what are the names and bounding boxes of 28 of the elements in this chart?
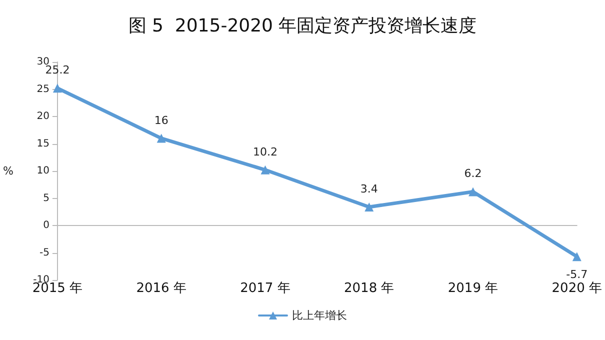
point	[572, 252, 582, 262]
y-tick-label: 15	[36, 138, 50, 150]
y-tick-label: -5	[39, 247, 50, 258]
data-label: 16	[154, 114, 168, 127]
x-tick-label: 2020 年	[552, 281, 602, 296]
y-tick-label: 0	[43, 220, 50, 231]
point	[260, 165, 270, 174]
y-axis-title: %	[3, 164, 14, 178]
y-tick-label: 25	[36, 84, 50, 95]
y-tick-label: 10	[36, 166, 50, 176]
x-tick-label: 2016 年	[136, 281, 186, 296]
data-label: 6.2	[464, 167, 482, 180]
chart-title: 图 5 2015-2020 年固定资产投资增长速度	[128, 16, 477, 36]
data-label: -5.7	[566, 268, 588, 282]
y-tick-label: 20	[36, 111, 50, 122]
point	[364, 202, 374, 212]
point	[156, 134, 166, 143]
x-tick-label: 2017 年	[240, 281, 290, 296]
data-label: 3.4	[360, 182, 378, 196]
point	[52, 84, 62, 93]
point	[468, 187, 478, 196]
x-tick-label: 2019 年	[448, 281, 498, 296]
y-tick-label: 5	[43, 192, 50, 204]
data-label: 10.2	[252, 145, 278, 158]
legend-label: 比上年增长	[292, 309, 347, 322]
x-tick-label: 2018 年	[344, 281, 394, 296]
x-tick-label: 2015 年	[32, 281, 83, 296]
data-label: 25.2	[45, 64, 70, 77]
